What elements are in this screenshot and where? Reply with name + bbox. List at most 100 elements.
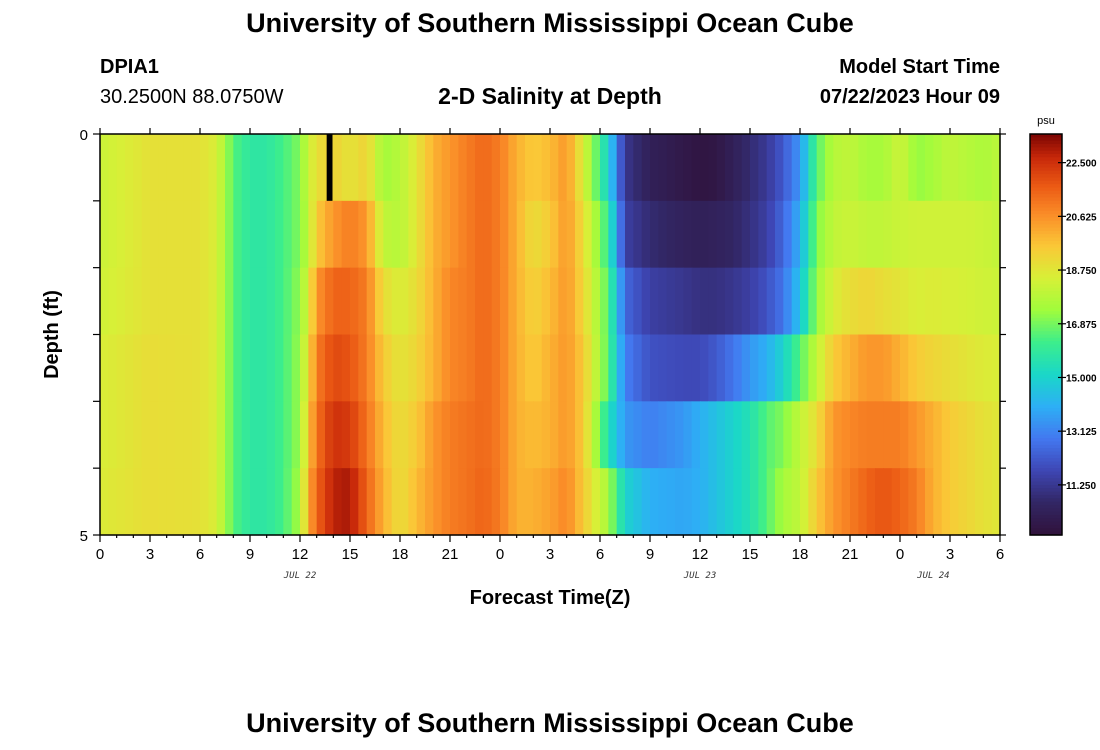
colorbar-segment <box>1030 351 1062 356</box>
heatmap-cell <box>625 401 634 469</box>
heatmap-cell <box>183 468 193 536</box>
heatmap-cell <box>641 468 651 536</box>
heatmap-cell <box>216 200 226 269</box>
heatmap-cell <box>241 401 251 469</box>
colorbar-segment <box>1030 327 1062 332</box>
heatmap-cell <box>425 134 434 202</box>
heatmap-cell <box>608 134 618 202</box>
colorbar-segment <box>1030 531 1062 536</box>
heatmap-cell <box>191 200 201 269</box>
heatmap-cell <box>858 401 868 469</box>
heatmap-cell <box>466 200 476 269</box>
heatmap-cell <box>733 267 743 336</box>
heatmap-cell <box>208 334 218 402</box>
heatmap-cell <box>708 134 718 202</box>
heatmap-cell <box>100 401 109 469</box>
heatmap-cell <box>233 134 243 202</box>
heatmap-cell <box>950 468 959 536</box>
heatmap-cell <box>383 200 393 269</box>
heatmap-cell <box>958 200 968 269</box>
colorbar-tick-label: 11.250 <box>1066 481 1096 492</box>
missing-data-cell <box>326 134 333 201</box>
heatmap-cell <box>966 401 976 469</box>
heatmap-cell <box>416 134 426 202</box>
heatmap-cell <box>958 134 968 202</box>
heatmap-cell <box>975 334 984 402</box>
heatmap-cell <box>158 200 168 269</box>
heatmap-cell <box>608 267 618 336</box>
heatmap-cell <box>125 134 134 202</box>
heatmap-cell <box>616 200 626 269</box>
heatmap-cell <box>883 334 893 402</box>
colorbar-segment <box>1030 401 1062 406</box>
heatmap-cell <box>750 134 759 202</box>
heatmap-cell <box>108 200 118 269</box>
heatmap-cell <box>133 334 143 402</box>
heatmap-cell <box>675 401 684 469</box>
colorbar-segment <box>1030 294 1062 299</box>
heatmap-cell <box>850 134 859 202</box>
heatmap-cell <box>433 200 443 269</box>
colorbar-segment <box>1030 220 1062 225</box>
heatmap-cell <box>300 334 309 402</box>
heatmap-cell <box>733 334 743 402</box>
heatmap-cell <box>858 334 868 402</box>
heatmap-cell <box>458 468 468 536</box>
heatmap-cell <box>825 334 834 402</box>
heatmap-cell <box>816 200 826 269</box>
heatmap-cell <box>933 401 943 469</box>
heatmap-cell <box>116 468 126 536</box>
heatmap-cell <box>466 134 476 202</box>
model-start-label: Model Start Time <box>839 56 1000 78</box>
heatmap-cell <box>166 401 176 469</box>
heatmap-cell <box>916 134 926 202</box>
heatmap-cell <box>625 334 634 402</box>
heatmap-cell <box>466 401 476 469</box>
colorbar-segment <box>1030 227 1062 232</box>
colorbar-segment <box>1030 307 1062 312</box>
heatmap-cell <box>716 267 726 336</box>
heatmap-cell <box>775 200 784 269</box>
heatmap-cell <box>650 134 659 202</box>
colorbar-segment <box>1030 154 1062 158</box>
heatmap-cell <box>525 468 534 536</box>
heatmap-cell <box>483 334 493 402</box>
heatmap-cell <box>350 134 359 202</box>
heatmap-cell <box>866 334 876 402</box>
heatmap-cell <box>391 200 401 269</box>
colorbar-segment <box>1030 157 1062 162</box>
heatmap-cell <box>541 401 551 469</box>
heatmap-cell <box>750 200 759 269</box>
heatmap-cell <box>816 334 826 402</box>
heatmap-cell <box>683 200 693 269</box>
colorbar-segment <box>1030 494 1062 499</box>
heatmap-cell <box>758 468 768 536</box>
heatmap-cell <box>983 468 993 536</box>
heatmap-cell <box>866 267 876 336</box>
heatmap-cell <box>316 200 326 269</box>
heatmap-cell <box>800 468 809 536</box>
heatmap-cell <box>633 401 643 469</box>
heatmap-cell <box>308 468 318 536</box>
heatmap-cell <box>250 200 259 269</box>
x-tick-label: 0 <box>96 546 104 563</box>
heatmap-cell <box>983 334 993 402</box>
heatmap-cell <box>333 401 343 469</box>
heatmap-cell <box>783 134 793 202</box>
heatmap-cell <box>591 468 601 536</box>
heatmap-cell <box>700 401 709 469</box>
x-axis: 0 3 6 9 12 15 18 21 0 3 6 9 12 15 18 21 0 3 6 JUL 22 JUL 23 J… <box>96 128 1004 581</box>
heatmap-cell <box>650 200 659 269</box>
heatmap-cell <box>783 334 793 402</box>
heatmap-cell <box>808 134 818 202</box>
heatmap-cell <box>450 334 459 402</box>
heatmap-cell <box>108 468 118 536</box>
heatmap-cell <box>991 401 1001 469</box>
heatmap-cell <box>608 401 618 469</box>
heatmap-cell <box>100 134 109 202</box>
heatmap-cell <box>533 334 543 402</box>
heatmap-cell <box>800 134 809 202</box>
heatmap-cell <box>883 267 893 336</box>
heatmap-cell <box>475 267 484 336</box>
heatmap-cell <box>566 401 576 469</box>
